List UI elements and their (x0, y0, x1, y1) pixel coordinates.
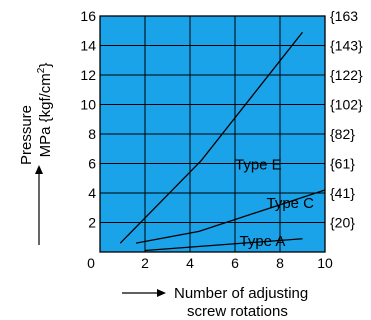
y-tick-label-6: 6 (88, 156, 96, 172)
annotation-type-a: Type A (240, 233, 286, 250)
y-tick-labels: 2 4 6 8 10 12 14 16 (80, 8, 96, 231)
series-lines (119, 31, 326, 252)
y-tick-label-10: 10 (80, 97, 96, 113)
series-line-type-a (144, 238, 303, 252)
y-tick-label-12: 12 (80, 67, 96, 83)
annotation-type-e: Type E (235, 156, 282, 173)
y-tick-label-14: 14 (80, 38, 96, 54)
x-tick-label-10: 10 (317, 255, 333, 271)
series-line-type-c (135, 189, 326, 244)
x-tick-label-6: 6 (231, 255, 239, 271)
y-tick-label-8: 8 (88, 126, 96, 142)
x-axis-title-arrow-head (157, 289, 166, 297)
annotations: Type E Type C Type A (235, 156, 314, 250)
x-tick-labels: 0 2 4 6 8 10 (87, 255, 333, 271)
x-axis-title-line1: Number of adjusting (174, 285, 308, 302)
x-tick-label-2: 2 (141, 255, 149, 271)
y-axis-title-line1: Pressure (18, 105, 35, 165)
y-secondary-tick-labels: {20} {41} {61} {82} {102} {122} {143} {163 (330, 8, 363, 231)
y-secondary-tick-label-2: {41} (330, 185, 355, 201)
y-secondary-tick-label-6: {122} (330, 67, 363, 83)
y-tick-label-4: 4 (88, 185, 96, 201)
y-axis-title: Pressure MPa {kgf/cm2} (18, 63, 54, 245)
x-axis-title: Number of adjusting screw rotations (122, 285, 308, 320)
y-tick-label-16: 16 (80, 8, 96, 24)
x-tick-label-8: 8 (276, 255, 284, 271)
y-secondary-tick-label-8: {163 (330, 8, 358, 24)
y-axis-title-line2: MPa {kgf/cm2} (36, 63, 54, 158)
y-secondary-tick-label-1: {20} (330, 215, 355, 231)
series-line-type-e (119, 31, 304, 244)
y-axis-title-arrow-head (35, 165, 43, 174)
annotation-type-c: Type C (267, 195, 315, 212)
grid (100, 16, 325, 252)
y-secondary-tick-label-5: {102} (330, 97, 363, 113)
y-secondary-tick-label-4: {82} (330, 126, 355, 142)
x-axis-title-line2: screw rotations (187, 303, 288, 320)
y-secondary-tick-label-3: {61} (330, 156, 355, 172)
y-tick-label-2: 2 (88, 215, 96, 231)
x-tick-label-4: 4 (186, 255, 194, 271)
y-secondary-tick-label-7: {143} (330, 38, 363, 54)
x-tick-label-0: 0 (87, 255, 95, 271)
